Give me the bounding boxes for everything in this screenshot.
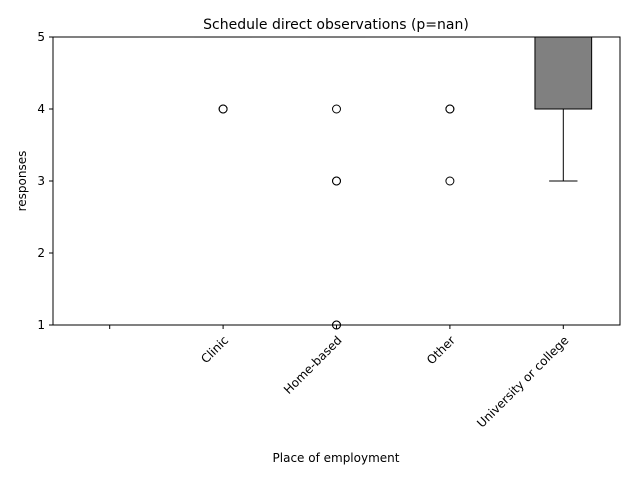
- outlier-point: [218, 104, 228, 114]
- y-tick-label: 5: [37, 30, 45, 44]
- y-tick-label: 2: [37, 246, 45, 260]
- outlier-point: [445, 104, 455, 114]
- x-axis-label: Place of employment: [273, 451, 400, 465]
- outlier-point: [332, 176, 341, 186]
- y-axis-label: responses: [15, 151, 29, 212]
- outlier-point: [445, 176, 455, 186]
- y-tick-label: 3: [37, 174, 45, 188]
- outlier-point: [332, 104, 341, 114]
- y-tick-label: 4: [37, 102, 45, 116]
- y-tick-label: 1: [37, 318, 45, 332]
- chart-title: Schedule direct observations (p=nan): [203, 17, 469, 33]
- box: [534, 36, 593, 110]
